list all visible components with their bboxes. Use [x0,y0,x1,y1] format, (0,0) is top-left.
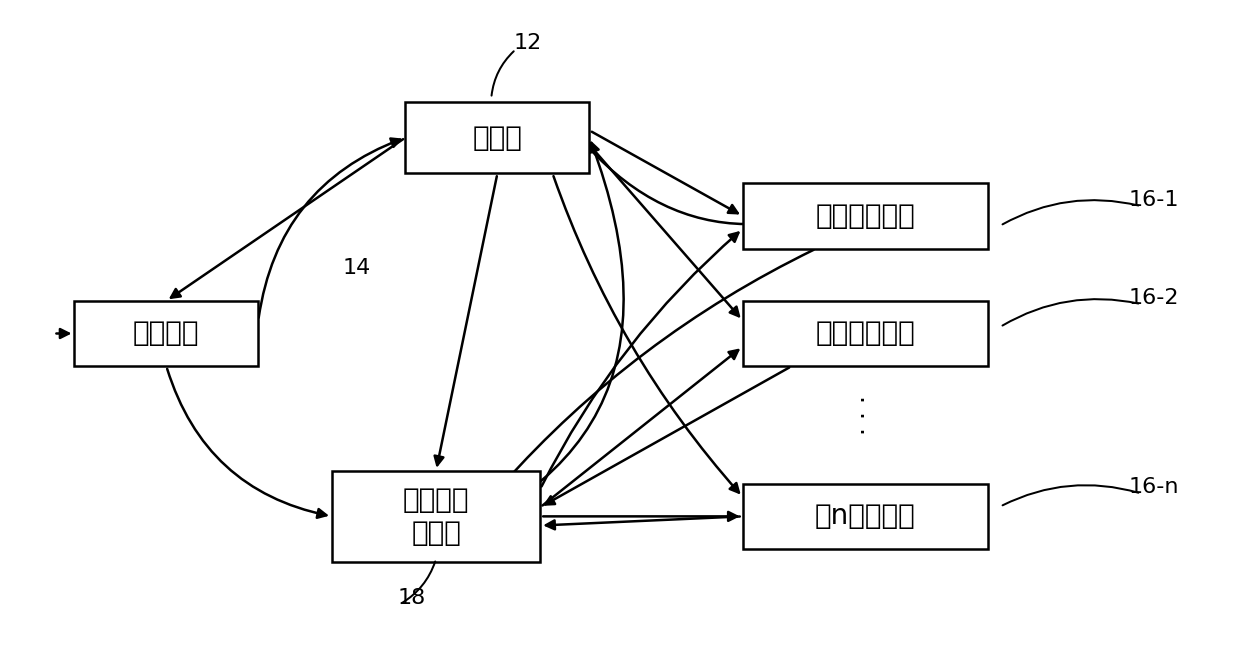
FancyBboxPatch shape [332,471,541,562]
Text: 14: 14 [342,258,371,278]
FancyBboxPatch shape [743,183,988,249]
Text: 18: 18 [398,588,425,608]
Text: 16-1: 16-1 [1128,189,1178,209]
Text: 流分类器: 流分类器 [133,319,200,348]
Text: 第二业务节点: 第二业务节点 [816,319,915,348]
Text: 第n业务节点: 第n业务节点 [815,502,915,530]
FancyBboxPatch shape [743,484,988,549]
Text: 业务路由
触发器: 业务路由 触发器 [403,486,469,546]
Text: 12: 12 [513,33,542,53]
FancyBboxPatch shape [74,301,258,366]
Text: 16-2: 16-2 [1128,287,1178,307]
FancyBboxPatch shape [743,301,988,366]
Text: 控制器: 控制器 [472,123,522,151]
Text: 第一业务节点: 第一业务节点 [816,202,915,230]
Text: 16-n: 16-n [1128,477,1178,497]
FancyBboxPatch shape [405,101,589,173]
Text: · · ·: · · · [853,395,877,435]
